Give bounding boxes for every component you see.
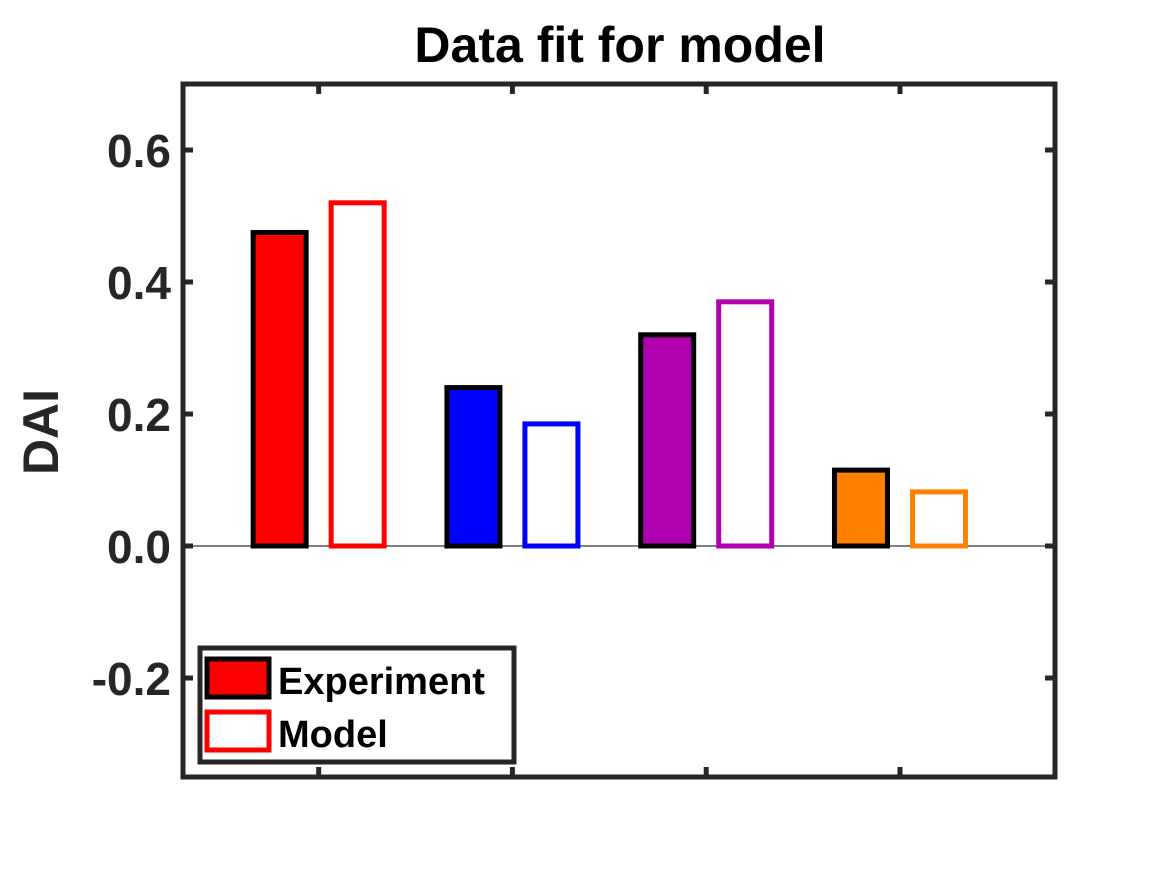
plot-area: -0.2 0.0 0.2 0.4 0.6 xyxy=(92,81,1058,780)
bar-model-4 xyxy=(909,489,968,549)
y-tick-label: 0.6 xyxy=(107,125,171,177)
bar-experiment-1 xyxy=(250,230,309,549)
legend: Experiment Model xyxy=(197,645,517,765)
axes-box xyxy=(180,81,1058,780)
legend-swatch-model xyxy=(204,709,272,753)
chart-title: Data fit for model xyxy=(414,17,825,73)
y-tick-label: -0.2 xyxy=(92,653,171,705)
bar-experiment-2 xyxy=(444,385,503,549)
bar-model-3 xyxy=(716,299,775,549)
legend-swatch-experiment xyxy=(204,656,272,700)
bar-model-2 xyxy=(522,421,581,549)
y-axis-label: DAI xyxy=(13,389,69,475)
bar-model-1 xyxy=(328,200,387,549)
legend-label-model: Model xyxy=(278,714,388,756)
y-tick-label: 0.2 xyxy=(107,389,171,441)
y-tick-label: 0.4 xyxy=(107,257,171,309)
bar-experiment-3 xyxy=(638,332,697,549)
bar-experiment-4 xyxy=(831,467,890,549)
legend-label-experiment: Experiment xyxy=(278,661,485,703)
y-tick-label: 0.0 xyxy=(107,521,171,573)
